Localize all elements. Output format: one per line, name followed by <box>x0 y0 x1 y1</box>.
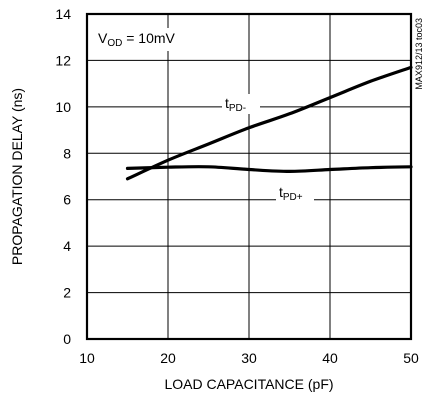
y-tick-labels: 0 2 4 6 8 10 12 14 <box>55 6 71 347</box>
figure-code: MAX912/13 toc03 <box>414 18 424 90</box>
condition-label: VOD = 10mV <box>98 30 176 49</box>
series-labels: tPD-tPD+ <box>222 94 314 203</box>
gridlines <box>87 14 411 339</box>
x-tick-label: 50 <box>403 350 419 366</box>
y-tick-label: 4 <box>63 238 71 254</box>
x-tick-label: 40 <box>322 350 338 366</box>
series-label-tpd-plus: tPD+ <box>279 184 303 203</box>
plot-frame <box>85 12 413 341</box>
series-line-tpd-minus <box>125 65 413 181</box>
x-tick-label: 20 <box>160 350 176 366</box>
series-lines <box>125 65 413 181</box>
y-tick-label: 14 <box>55 6 71 22</box>
x-tick-labels: 10 20 30 40 50 <box>79 350 419 366</box>
y-tick-label: 0 <box>63 331 71 347</box>
series-line-tpd-plus <box>125 165 413 174</box>
series-label-tpd-minus: tPD- <box>225 95 246 114</box>
series-label-background <box>222 94 260 114</box>
y-axis-title: PROPAGATION DELAY (ns) <box>9 88 25 265</box>
y-tick-label: 12 <box>55 52 71 68</box>
series-label-background <box>276 183 314 203</box>
y-tick-label: 10 <box>55 99 71 115</box>
y-tick-label: 8 <box>63 145 71 161</box>
x-tick-label: 10 <box>79 350 95 366</box>
x-tick-label: 30 <box>241 350 257 366</box>
y-tick-label: 6 <box>63 192 71 208</box>
x-axis-title: LOAD CAPACITANCE (pF) <box>164 376 333 392</box>
y-tick-label: 2 <box>63 285 71 301</box>
condition-label-background <box>94 28 180 51</box>
